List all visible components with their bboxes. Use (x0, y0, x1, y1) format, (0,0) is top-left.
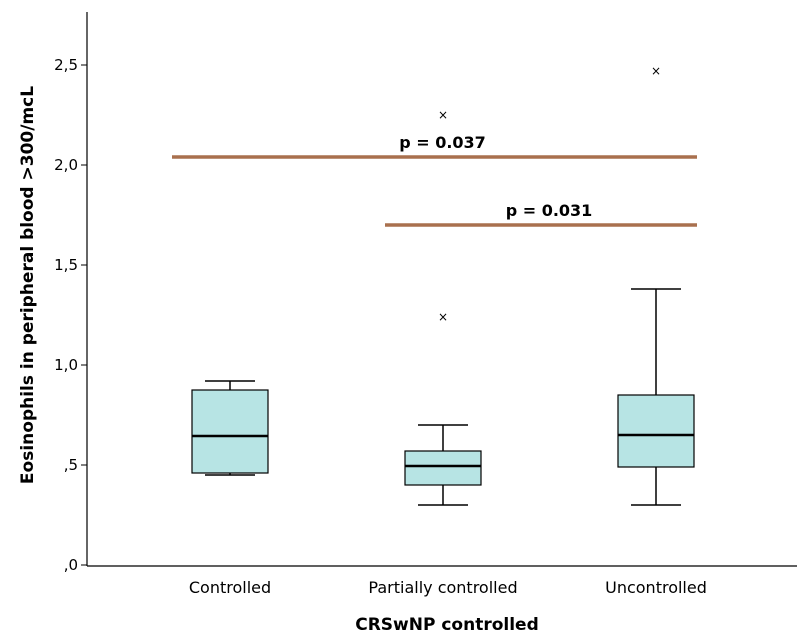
y-axis-title: Eosinophils in peripheral blood >300/mcL (18, 86, 38, 484)
boxes: ××× (191, 64, 695, 506)
iqr-box (404, 450, 482, 486)
y-tick-label: 2,0 (54, 156, 78, 174)
box-partially-controlled: ×× (404, 108, 482, 506)
significance-annotations: p = 0.037 p = 0.031 (172, 133, 697, 227)
y-axis-ticks: ,0 ,5 1,0 1,5 2,0 2,5 (54, 56, 87, 574)
p-value-label: p = 0.037 (399, 133, 486, 152)
x-category-label: Uncontrolled (605, 578, 707, 597)
y-tick-label: 1,5 (54, 256, 78, 274)
significance-bar: p = 0.031 (385, 201, 697, 227)
outlier-marker: × (438, 108, 448, 122)
y-tick-label: ,5 (64, 456, 78, 474)
outlier-marker: × (438, 310, 448, 324)
outlier-marker: × (651, 64, 661, 78)
y-tick-label: ,0 (64, 556, 78, 574)
x-category-label: Controlled (189, 578, 271, 597)
box-controlled (191, 380, 269, 476)
box-uncontrolled: × (617, 64, 695, 506)
x-axis-title: CRSwNP controlled (355, 615, 539, 635)
x-category-label: Partially controlled (368, 578, 517, 597)
iqr-box (617, 394, 695, 468)
y-tick-label: 1,0 (54, 356, 78, 374)
x-axis-category-labels: Controlled Partially controlled Uncontroll… (189, 578, 707, 597)
axes (86, 12, 797, 567)
significance-bar: p = 0.037 (172, 133, 697, 159)
y-tick-label: 2,5 (54, 56, 78, 74)
iqr-box (191, 389, 269, 474)
p-value-label: p = 0.031 (506, 201, 593, 220)
